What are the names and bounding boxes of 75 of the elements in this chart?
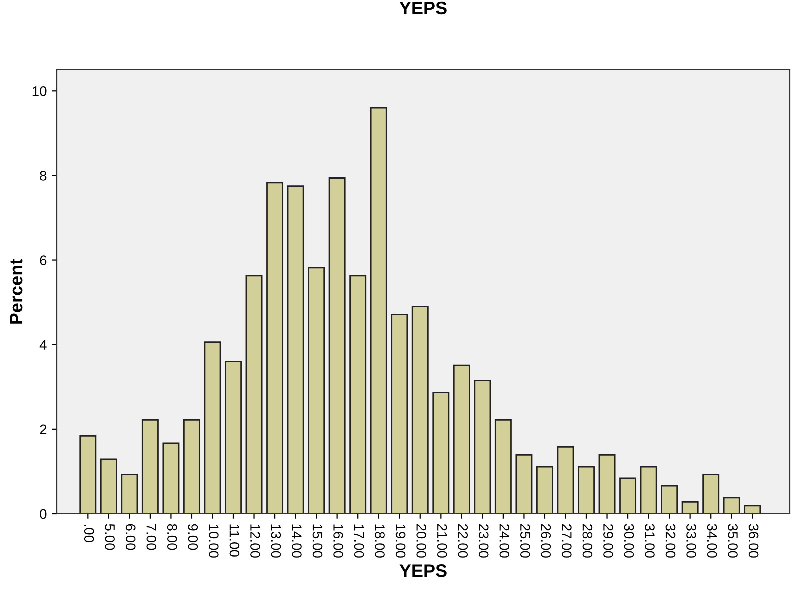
bar xyxy=(204,342,222,514)
bar xyxy=(432,392,450,514)
bar xyxy=(246,275,263,514)
x-tick-label: 30.00 xyxy=(624,524,634,558)
bar xyxy=(183,419,200,514)
x-tick-label: 36.00 xyxy=(748,524,759,558)
bar xyxy=(620,478,637,514)
x-tick-label: 29.00 xyxy=(604,524,614,558)
x-tick-label: 18.00 xyxy=(375,524,385,558)
bar xyxy=(640,466,658,514)
bar xyxy=(391,314,408,514)
bar xyxy=(142,419,159,514)
x-tick-label: 12.00 xyxy=(250,524,260,558)
chart-title: YEPS xyxy=(400,2,447,15)
bar xyxy=(350,275,367,514)
y-axis-title: Percent xyxy=(10,259,23,324)
y-tick-label: 10 xyxy=(32,86,47,96)
y-tick-label: 0 xyxy=(40,509,47,520)
bar xyxy=(516,454,533,514)
bar xyxy=(723,497,740,514)
x-tick-label: 34.00 xyxy=(707,524,718,558)
bar xyxy=(578,466,595,514)
x-tick-label: 15.00 xyxy=(312,524,323,558)
bar xyxy=(598,454,616,514)
x-tick-label: 21.00 xyxy=(437,524,448,558)
x-tick-label: 13.00 xyxy=(271,524,282,558)
x-tick-label: 20.00 xyxy=(416,524,426,558)
x-tick-label: 22.00 xyxy=(458,524,468,558)
bar xyxy=(474,380,492,514)
bar xyxy=(702,474,720,514)
x-tick-label: 32.00 xyxy=(666,524,676,558)
bar xyxy=(225,361,242,514)
x-tick-label: 10.00 xyxy=(209,524,219,558)
x-tick-label: .00 xyxy=(84,524,94,542)
y-tick-label: 4 xyxy=(40,340,47,350)
x-tick-label: 17.00 xyxy=(354,524,364,558)
bar xyxy=(744,505,762,514)
bar xyxy=(453,364,470,514)
x-tick-label: 25.00 xyxy=(520,524,530,558)
bar xyxy=(494,419,512,514)
x-tick-label: 14.00 xyxy=(292,524,302,558)
x-tick-label: 8.00 xyxy=(167,524,178,550)
bar xyxy=(536,466,554,514)
y-tick-label: 2 xyxy=(40,424,47,434)
x-tick-label: 7.00 xyxy=(146,524,157,550)
x-tick-label: 26.00 xyxy=(541,524,552,558)
x-tick-label: 11.00 xyxy=(230,524,240,557)
bar xyxy=(162,442,180,514)
bar xyxy=(682,501,699,514)
x-tick-label: 5.00 xyxy=(105,524,116,550)
bar xyxy=(121,474,138,514)
bar xyxy=(308,267,326,514)
x-tick-label: 27.00 xyxy=(562,524,572,558)
bar xyxy=(287,186,304,514)
bar xyxy=(661,485,678,514)
bar xyxy=(370,107,388,514)
bar xyxy=(328,178,346,514)
y-tick-label: 6 xyxy=(40,256,47,266)
x-tick-label: 16.00 xyxy=(334,524,344,558)
bar xyxy=(80,436,97,514)
x-tick-label: 28.00 xyxy=(582,524,593,558)
bar xyxy=(100,458,118,514)
x-tick-label: 35.00 xyxy=(728,524,738,558)
x-tick-label: 6.00 xyxy=(126,524,136,550)
bar xyxy=(412,306,429,514)
x-tick-label: 23.00 xyxy=(478,524,489,558)
bar xyxy=(266,182,284,514)
x-axis-title: YEPS xyxy=(400,564,447,578)
bar xyxy=(557,446,574,514)
x-tick-label: 33.00 xyxy=(686,524,696,558)
x-tick-label: 31.00 xyxy=(645,524,655,558)
y-tick-label: 8 xyxy=(40,171,47,181)
x-tick-label: 19.00 xyxy=(396,524,406,558)
x-tick-label: 24.00 xyxy=(500,524,510,558)
x-tick-label: 9.00 xyxy=(188,524,198,550)
